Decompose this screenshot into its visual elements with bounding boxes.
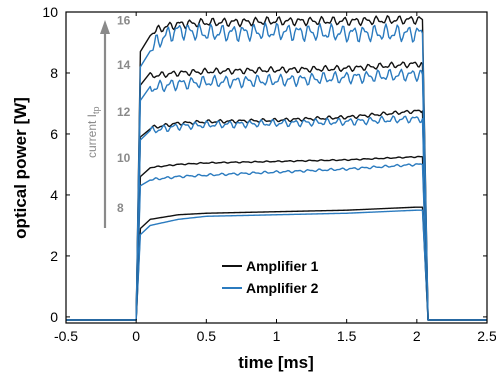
series-line-amplifier-1-14 bbox=[66, 61, 487, 321]
current-level-label: 16 bbox=[117, 14, 131, 28]
legend: Amplifier 1 Amplifier 2 bbox=[222, 258, 319, 296]
series-line-amplifier-1-12 bbox=[66, 109, 487, 321]
series-line-amplifier-2-10 bbox=[66, 163, 487, 321]
current-level-label: 12 bbox=[117, 105, 131, 119]
x-axis-label: time [ms] bbox=[238, 353, 314, 372]
y-tick-label: 8 bbox=[50, 65, 58, 81]
current-level-label: 8 bbox=[117, 201, 124, 215]
x-tick-label: 2.5 bbox=[477, 328, 496, 344]
current-arrow-head-icon bbox=[100, 20, 110, 34]
series-line-amplifier-1-8 bbox=[66, 206, 487, 321]
x-tick-label: 2 bbox=[413, 328, 421, 344]
current-level-label: 10 bbox=[117, 151, 131, 165]
y-axis-label: optical power [W] bbox=[11, 97, 30, 239]
y-axis-ticks: 0 2 4 6 8 10 bbox=[42, 4, 487, 325]
series-layer bbox=[66, 15, 487, 321]
x-tick-label: 0 bbox=[132, 328, 140, 344]
series-line-amplifier-2-12 bbox=[66, 115, 487, 321]
series-line-amplifier-2-16 bbox=[66, 22, 487, 321]
x-tick-label: 1 bbox=[273, 328, 281, 344]
y-tick-label: 2 bbox=[50, 248, 58, 264]
x-tick-label: 1.5 bbox=[337, 328, 357, 344]
y-tick-label: 6 bbox=[50, 126, 58, 142]
y-tick-label: 10 bbox=[42, 4, 58, 20]
current-labels: 8 10 12 14 16 bbox=[117, 14, 131, 216]
series-line-amplifier-2-14 bbox=[66, 68, 487, 321]
x-axis-ticks: -0.5 0 0.5 1 1.5 2 2.5 bbox=[54, 12, 496, 344]
x-tick-label: 0.5 bbox=[197, 328, 217, 344]
x-tick-label: -0.5 bbox=[54, 328, 78, 344]
current-annotation: current Itp 8 10 12 14 16 bbox=[85, 14, 131, 228]
y-tick-label: 4 bbox=[50, 187, 58, 203]
current-level-label: 14 bbox=[117, 58, 131, 72]
current-arrow-label: current Itp bbox=[85, 106, 101, 158]
legend-label-amplifier-1: Amplifier 1 bbox=[246, 258, 319, 274]
y-tick-label: 0 bbox=[50, 309, 58, 325]
series-line-amplifier-2-8 bbox=[66, 209, 487, 321]
legend-label-amplifier-2: Amplifier 2 bbox=[246, 280, 319, 296]
series-line-amplifier-1-10 bbox=[66, 155, 487, 321]
series-line-amplifier-1-16 bbox=[66, 15, 487, 321]
